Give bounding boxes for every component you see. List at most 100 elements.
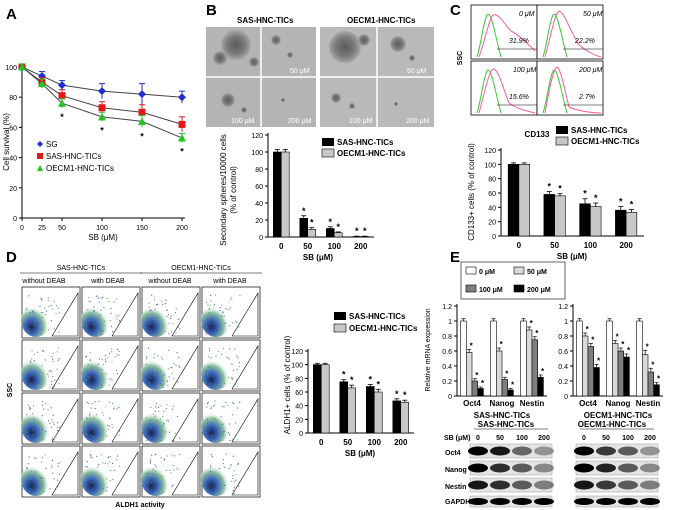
e-y-tick-label: 1.2	[442, 304, 452, 311]
e-x-tick-label: Nanog	[606, 399, 631, 408]
a-point	[58, 92, 66, 100]
d-condition: with DEAB	[90, 278, 125, 285]
d-bar	[392, 400, 402, 434]
blot-band	[618, 480, 638, 490]
a-significance-star: *	[100, 125, 104, 135]
c-x-label: SB (μM)	[557, 252, 588, 261]
c-dose: 100 μM	[513, 67, 536, 74]
c-dose: 0 μM	[519, 11, 535, 18]
e-significance-star: *	[621, 340, 625, 349]
c-legend-oecm1: OECM1-HNC-TICs	[571, 137, 640, 146]
a-point	[138, 117, 146, 125]
e-bar	[477, 388, 484, 397]
e-bar	[471, 380, 478, 397]
d-dot-plot	[141, 286, 201, 339]
e-significance-star: *	[481, 379, 485, 388]
c-significance-star: *	[594, 193, 598, 203]
blot-band	[596, 480, 616, 490]
e-y-tick-label: 0.2	[558, 379, 568, 386]
a-y-label: Cell survival (%)	[2, 113, 11, 171]
c-x-axis-label: CD133	[525, 130, 550, 139]
d-y-tick-label: 40	[295, 404, 303, 411]
d-significance-star: *	[350, 375, 354, 385]
blot-protein-label: Oct4	[445, 450, 461, 457]
b-y-tick-label: 120	[251, 133, 263, 140]
d-group-label: SAS-HNC-TICs	[57, 265, 106, 272]
blot-lane-dose: 0	[476, 435, 480, 442]
b-bar	[325, 228, 335, 238]
c-percent: 22.2%	[574, 38, 595, 45]
b-y-tick-label: 60	[255, 184, 263, 191]
b-x-tick-label: 0	[279, 242, 284, 251]
a-point	[178, 120, 186, 128]
e-significance-star: *	[616, 333, 620, 342]
c-y-axis-label: SSC	[457, 51, 464, 65]
d-condition: without DEAB	[147, 278, 192, 285]
d-condition: without DEAB	[21, 278, 66, 285]
c-percent: 31.9%	[509, 38, 529, 45]
e-group-sas: SAS-HNC-TICs	[474, 411, 531, 420]
a-legend-sas-marker	[37, 153, 43, 159]
blot-band	[490, 446, 510, 456]
c-bar	[615, 209, 627, 237]
b-dose-label: 50 μM	[407, 68, 427, 75]
a-y-tick-label: 80	[9, 95, 17, 102]
e-bar	[653, 384, 660, 397]
blot-band	[512, 463, 532, 473]
e-bar	[525, 329, 533, 397]
c-bar	[543, 194, 555, 237]
e-bar	[490, 320, 497, 397]
e-significance-star: *	[530, 319, 534, 328]
blot-group-label: OECM1-HNC-TICs	[578, 420, 647, 429]
c-x-tick-label: 100	[584, 241, 598, 250]
d-y-tick-label: 0	[299, 431, 303, 438]
blot-lane-dose: 50	[496, 435, 504, 442]
blot-band	[468, 446, 488, 456]
blot-band	[468, 463, 488, 473]
blot-band	[596, 463, 616, 473]
d-dot-plot	[21, 339, 81, 392]
e-bar	[623, 356, 630, 397]
blot-band	[534, 497, 554, 506]
c-bar	[625, 212, 638, 237]
c-hist: 200 μM 2.7%	[536, 60, 604, 116]
e-y-tick-label: 0.4	[442, 364, 452, 371]
b-bar	[272, 151, 282, 238]
d-x-axis-label: ALDH1 activity	[115, 502, 165, 509]
blot-band	[574, 463, 594, 473]
d-legend-oecm1: OECM1-HNC-TICs	[349, 324, 418, 333]
d-y-tick-label: 100	[291, 363, 303, 370]
a-series-line	[21, 66, 183, 98]
a-x-tick-label: 25	[38, 225, 46, 232]
panel-e-chart-sas: Relative mRNA expression SAS-HNC-TICs 0 0…	[425, 304, 547, 420]
e-bar	[531, 339, 538, 397]
c-bar	[518, 164, 530, 237]
e-bar	[460, 320, 467, 397]
b-y-label-1: Secondary spheres/10000 cells	[219, 134, 228, 246]
d-dotplot-grid	[21, 286, 261, 498]
e-group-oecm1: OECM1-HNC-TICs	[584, 411, 653, 420]
a-point	[98, 104, 106, 112]
c-legend-sas: SAS-HNC-TICs	[571, 126, 628, 135]
blot-doses: 0 50 100 200 0 50 100 200	[476, 435, 656, 442]
a-x-tick-label: 50	[58, 225, 66, 232]
b-y-tick-label: 40	[255, 201, 263, 208]
e-significance-star: *	[475, 371, 479, 380]
blot-band	[512, 480, 532, 490]
a-y-tick-label: 60	[9, 125, 17, 132]
b-significance-star: *	[329, 217, 333, 227]
c-x-tick-label: 0	[517, 241, 522, 250]
blot-lane-dose: 100	[516, 435, 528, 442]
d-y-label: ALDH1+ cells (% of control)	[283, 335, 292, 434]
d-bar	[339, 381, 349, 434]
e-significance-star: *	[541, 367, 545, 376]
panel-e-chart-oecm1: OECM1-HNC-TICs 00.20.40.60.811.2Oct4***N…	[558, 304, 663, 420]
d-dot-plot	[201, 286, 261, 339]
blot-band	[468, 497, 488, 506]
d-y-tick-label: 20	[295, 417, 303, 424]
e-y-tick-label: 0.8	[558, 334, 568, 341]
a-legend-sg: SG	[46, 140, 58, 149]
panel-b-photos: SAS-HNC-TICs OECM1-HNC-TICs 50 μM 100 μM…	[206, 16, 434, 127]
blot-band	[574, 480, 594, 490]
